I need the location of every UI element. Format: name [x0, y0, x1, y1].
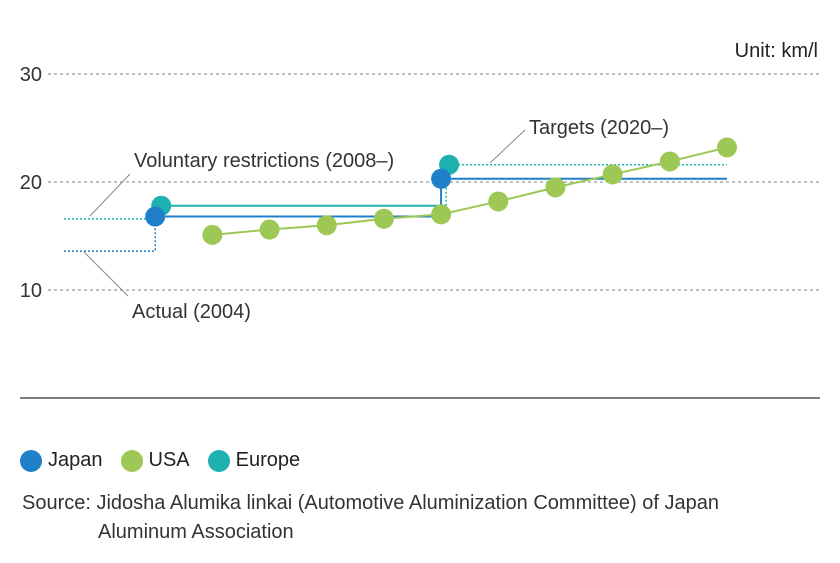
- legend-marker-japan: [20, 449, 42, 472]
- source-line-1: Source: Jidosha Alumika linkai (Automoti…: [22, 492, 719, 514]
- legend-item-europe: Europe: [207, 449, 301, 472]
- unit-label: Unit: km/l: [734, 40, 818, 62]
- voluntary-leader-line: [89, 173, 131, 217]
- usa-point-2024: [659, 151, 680, 172]
- annotation-targets: Targets (2020–): [529, 117, 669, 139]
- usa-point-2021: [488, 191, 509, 212]
- usa-point-2018: [316, 215, 337, 236]
- usa-series-line: [212, 146, 728, 236]
- source-note: Source: Jidosha Alumika linkai (Automoti…: [22, 489, 822, 547]
- y-tick-label-30: 30: [20, 64, 42, 86]
- legend-item-usa: USA: [120, 449, 190, 472]
- legend-marker-usa: [120, 449, 143, 472]
- actual-leader-line: [83, 251, 129, 297]
- japan-point-2020: [431, 168, 452, 189]
- usa-point-2019: [373, 208, 394, 229]
- usa-point-2017: [259, 219, 280, 240]
- japan-actual-reference-line: [64, 216, 156, 252]
- legend: Japan USA Europe: [20, 449, 318, 472]
- y-tick-label-20: 20: [20, 172, 42, 194]
- japan-point-2015: [145, 206, 166, 227]
- legend-item-japan: Japan: [20, 449, 103, 472]
- usa-point-2023: [602, 164, 623, 185]
- legend-marker-europe: [207, 449, 230, 472]
- usa-point-2022: [545, 177, 566, 198]
- usa-point-2020: [431, 204, 452, 225]
- legend-label-europe: Europe: [235, 449, 301, 471]
- usa-point-2016: [202, 224, 223, 245]
- source-line-2: Aluminum Association: [98, 521, 294, 543]
- annotation-voluntary: Voluntary restrictions (2008–): [134, 150, 394, 172]
- legend-label-usa: USA: [148, 449, 190, 471]
- legend-label-japan: Japan: [48, 449, 103, 471]
- targets-leader-line: [489, 129, 526, 164]
- y-tick-label-10: 10: [20, 280, 42, 302]
- line-chart: 1020300201420152016201720182019202020212…: [20, 64, 820, 399]
- usa-point-2025: [717, 137, 737, 158]
- annotation-actual: Actual (2004): [132, 301, 251, 323]
